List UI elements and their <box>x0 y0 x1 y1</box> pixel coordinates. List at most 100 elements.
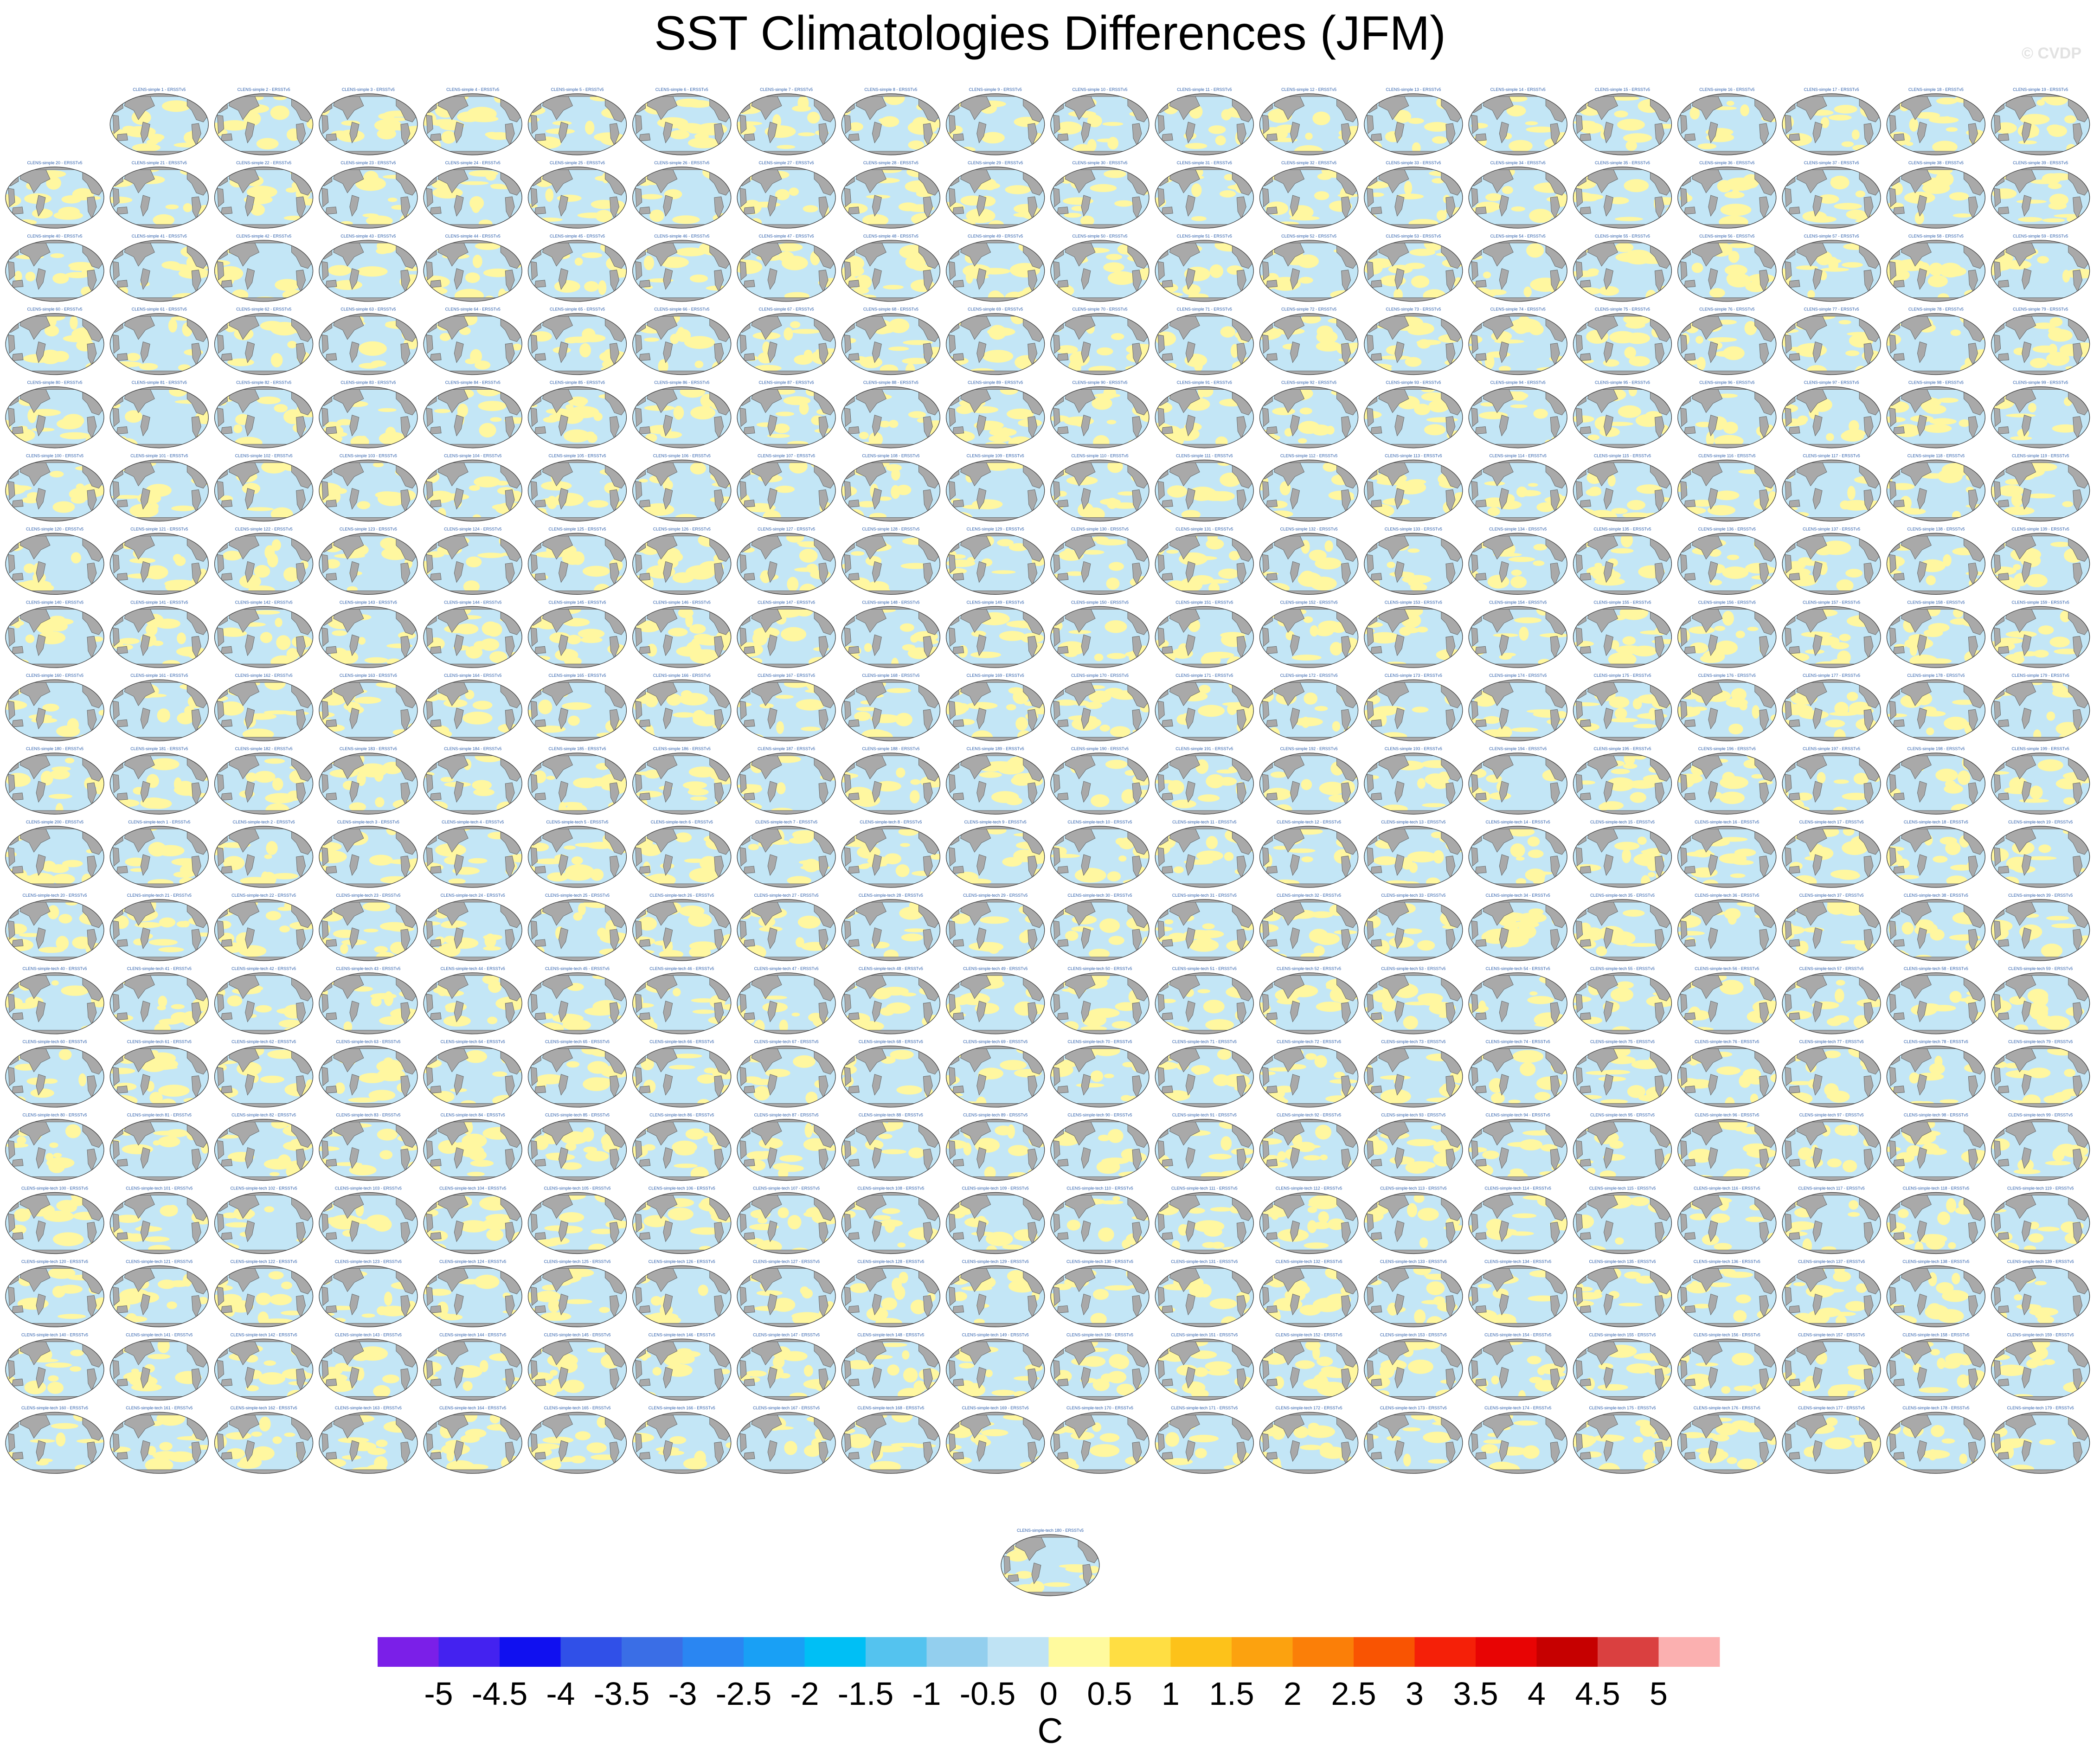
panel-title: CLENS-simple 136 - ERSSTv5 <box>1698 527 1756 531</box>
map-panel: CLENS-simple 64 - ERSSTv5 <box>423 307 522 375</box>
panel-title: CLENS-simple 74 - ERSSTv5 <box>1490 307 1546 312</box>
panel-title: CLENS-simple 128 - ERSSTv5 <box>862 527 919 531</box>
panel-title: CLENS-simple 169 - ERSSTv5 <box>967 673 1024 678</box>
panel-title: CLENS-simple 7 - ERSSTv5 <box>760 87 813 92</box>
panel-title: CLENS-simple 20 - ERSSTv5 <box>27 161 82 165</box>
map-panel: CLENS-simple 80 - ERSSTv5 <box>5 380 104 449</box>
panel-title: CLENS-simple 155 - ERSSTv5 <box>1593 600 1651 604</box>
colorbar-segment <box>1292 1637 1354 1667</box>
panel-title: CLENS-simple 164 - ERSSTv5 <box>444 673 501 678</box>
colorbar-segment <box>1354 1637 1415 1667</box>
panel-title: CLENS-simple 76 - ERSSTv5 <box>1699 307 1754 312</box>
panel-title: CLENS-simple 81 - ERSSTv5 <box>132 380 187 385</box>
colorbar-segment <box>1476 1637 1537 1667</box>
panel-title: CLENS-simple 37 - ERSSTv5 <box>1804 161 1859 165</box>
panel-title: CLENS-simple 24 - ERSSTv5 <box>445 161 501 165</box>
colorbar-tick-label: 3 <box>1406 1676 1424 1712</box>
panel-title: CLENS-simple 122 - ERSSTv5 <box>235 527 293 531</box>
colorbar-tick-label: 0.5 <box>1087 1676 1132 1712</box>
panel-title: CLENS-simple 145 - ERSSTv5 <box>548 600 606 604</box>
panel-title: CLENS-simple 94 - ERSSTv5 <box>1490 380 1546 385</box>
map-panel: CLENS-simple 116 - ERSSTv5 <box>1677 454 1777 522</box>
map-panel: CLENS-simple 75 - ERSSTv5 <box>1573 307 1672 375</box>
panel-title: CLENS-simple 147 - ERSSTv5 <box>758 600 815 604</box>
map-panel: CLENS-simple 109 - ERSSTv5 <box>946 454 1045 522</box>
panel-title: CLENS-simple 56 - ERSSTv5 <box>1699 234 1754 238</box>
colorbar-segment <box>560 1637 622 1667</box>
panel-title: CLENS-simple 10 - ERSSTv5 <box>1072 87 1127 92</box>
map-panel: CLENS-simple 53 - ERSSTv5 <box>1364 234 1463 302</box>
colorbar-tick-label: -4 <box>546 1676 575 1712</box>
map-panel: CLENS-simple 123 - ERSSTv5 <box>319 527 418 595</box>
panel-title: CLENS-simple 139 - ERSSTv5 <box>2012 527 2069 531</box>
panel-title: CLENS-simple 15 - ERSSTv5 <box>1595 87 1650 92</box>
map-panel: CLENS-simple 152 - ERSSTv5 <box>1259 600 1359 668</box>
panel-title: CLENS-simple 46 - ERSSTv5 <box>654 234 709 238</box>
panel-title: CLENS-simple 113 - ERSSTv5 <box>1385 454 1442 458</box>
panel-title: CLENS-simple 110 - ERSSTv5 <box>1071 454 1128 458</box>
panel-title: CLENS-simple 41 - ERSSTv5 <box>132 234 187 238</box>
panel-title: CLENS-simple 3 - ERSSTv5 <box>342 87 395 92</box>
panel-title: CLENS-simple 21 - ERSSTv5 <box>132 161 187 165</box>
colorbar-segment <box>500 1637 561 1667</box>
panel-title: CLENS-simple 17 - ERSSTv5 <box>1804 87 1859 92</box>
panel-title: CLENS-simple 29 - ERSSTv5 <box>968 161 1023 165</box>
map-panel: CLENS-simple 84 - ERSSTv5 <box>423 380 522 449</box>
panel-title: CLENS-simple 114 - ERSSTv5 <box>1490 454 1547 458</box>
colorbar-tick-label: 2.5 <box>1331 1676 1376 1712</box>
panel-title: CLENS-simple 12 - ERSSTv5 <box>1281 87 1336 92</box>
panel-title: CLENS-simple 119 - ERSSTv5 <box>2012 454 2069 458</box>
colorbar-tick-label: 1.5 <box>1209 1676 1254 1712</box>
colorbar-segment <box>1110 1637 1171 1667</box>
panel-title: CLENS-simple 47 - ERSSTv5 <box>759 234 814 238</box>
panel-title: CLENS-simple 38 - ERSSTv5 <box>1908 161 1964 165</box>
page-title: SST Climatologies Differences (JFM) <box>654 6 1446 60</box>
panel-title: CLENS-simple 85 - ERSSTv5 <box>550 380 605 385</box>
panel-title: CLENS-simple 96 - ERSSTv5 <box>1699 380 1754 385</box>
panel-title: CLENS-simple 149 - ERSSTv5 <box>967 600 1024 604</box>
map-panel: CLENS-simple 106 - ERSSTv5 <box>632 454 732 522</box>
panel-title: CLENS-simple 88 - ERSSTv5 <box>863 380 918 385</box>
panel-title: CLENS-simple 55 - ERSSTv5 <box>1595 234 1650 238</box>
colorbar-tick-label: 5 <box>1650 1676 1668 1712</box>
panel-title: CLENS-simple 157 - ERSSTv5 <box>1803 600 1860 604</box>
colorbar-tick-label: -1 <box>912 1676 941 1712</box>
panel-title: CLENS-simple 151 - ERSSTv5 <box>1175 600 1233 604</box>
panel-title: CLENS-simple 166 - ERSSTv5 <box>653 673 711 678</box>
map-panel: CLENS-simple 98 - ERSSTv5 <box>1886 380 1985 449</box>
colorbar-tick-label: -1.5 <box>838 1676 894 1712</box>
panel-title: CLENS-simple 58 - ERSSTv5 <box>1908 234 1964 238</box>
panel-title: CLENS-simple 84 - ERSSTv5 <box>445 380 501 385</box>
panel-title: CLENS-simple 31 - ERSSTv5 <box>1177 161 1232 165</box>
panel-title: CLENS-simple 162 - ERSSTv5 <box>235 673 293 678</box>
panel-title: CLENS-simple 107 - ERSSTv5 <box>758 454 815 458</box>
panel-title: CLENS-simple 70 - ERSSTv5 <box>1072 307 1127 312</box>
map-panel: CLENS-simple 57 - ERSSTv5 <box>1782 234 1881 302</box>
panel-title: CLENS-simple 86 - ERSSTv5 <box>654 380 709 385</box>
panel-title: CLENS-simple 167 - ERSSTv5 <box>758 673 815 678</box>
panel-title: CLENS-simple 52 - ERSSTv5 <box>1281 234 1336 238</box>
panel-title: CLENS-simple 154 - ERSSTv5 <box>1489 600 1547 604</box>
panel-title: CLENS-simple 116 - ERSSTv5 <box>1698 454 1755 458</box>
map-panel: CLENS-simple 161 - ERSSTv5 <box>109 673 209 741</box>
panel-title: CLENS-simple 129 - ERSSTv5 <box>967 527 1024 531</box>
panel-title: CLENS-simple 152 - ERSSTv5 <box>1280 600 1338 604</box>
panel-title: CLENS-simple 106 - ERSSTv5 <box>653 454 711 458</box>
panel-title: CLENS-simple 98 - ERSSTv5 <box>1908 380 1964 385</box>
panel-title: CLENS-simple 99 - ERSSTv5 <box>2013 380 2068 385</box>
panel-title: CLENS-simple 102 - ERSSTv5 <box>235 454 293 458</box>
map-panel: CLENS-simple 1 - ERSSTv5 <box>109 87 209 155</box>
panel-title: CLENS-simple 161 - ERSSTv5 <box>130 673 188 678</box>
map-panel: CLENS-simple 135 - ERSSTv5 <box>1573 527 1672 595</box>
panel-title: CLENS-simple 71 - ERSSTv5 <box>1177 307 1232 312</box>
panel-title: CLENS-simple 153 - ERSSTv5 <box>1385 600 1442 604</box>
map-panel: CLENS-simple 55 - ERSSTv5 <box>1573 234 1672 302</box>
map-panel: CLENS-simple 76 - ERSSTv5 <box>1677 307 1777 375</box>
panel-title: CLENS-simple 123 - ERSSTv5 <box>340 527 397 531</box>
panel-title: CLENS-simple 101 - ERSSTv5 <box>130 454 188 458</box>
panel-title: CLENS-simple 171 - ERSSTv5 <box>1175 673 1233 678</box>
colorbar-segment <box>622 1637 683 1667</box>
map-panel: CLENS-simple 142 - ERSSTv5 <box>214 600 314 668</box>
panel-title: CLENS-simple 49 - ERSSTv5 <box>968 234 1023 238</box>
panel-title: CLENS-simple 97 - ERSSTv5 <box>1804 380 1859 385</box>
